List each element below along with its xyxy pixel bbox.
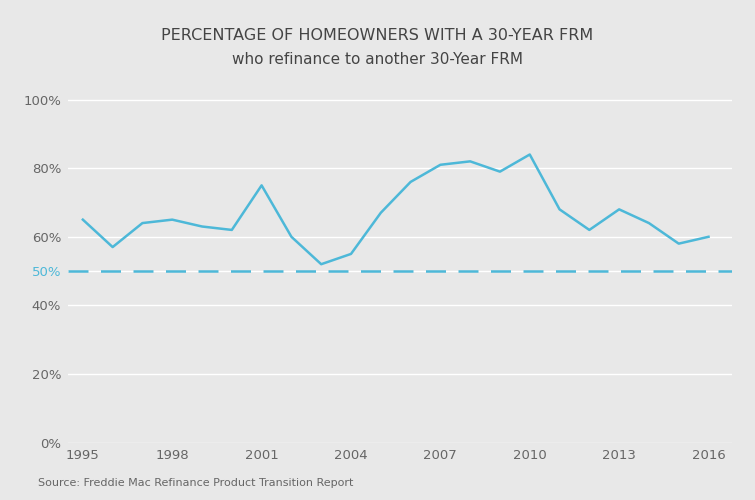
Text: Source: Freddie Mac Refinance Product Transition Report: Source: Freddie Mac Refinance Product Tr… [38, 478, 353, 488]
Text: PERCENTAGE OF HOMEOWNERS WITH A 30-YEAR FRM: PERCENTAGE OF HOMEOWNERS WITH A 30-YEAR … [162, 28, 593, 42]
Text: who refinance to another 30-Year FRM: who refinance to another 30-Year FRM [232, 52, 523, 68]
